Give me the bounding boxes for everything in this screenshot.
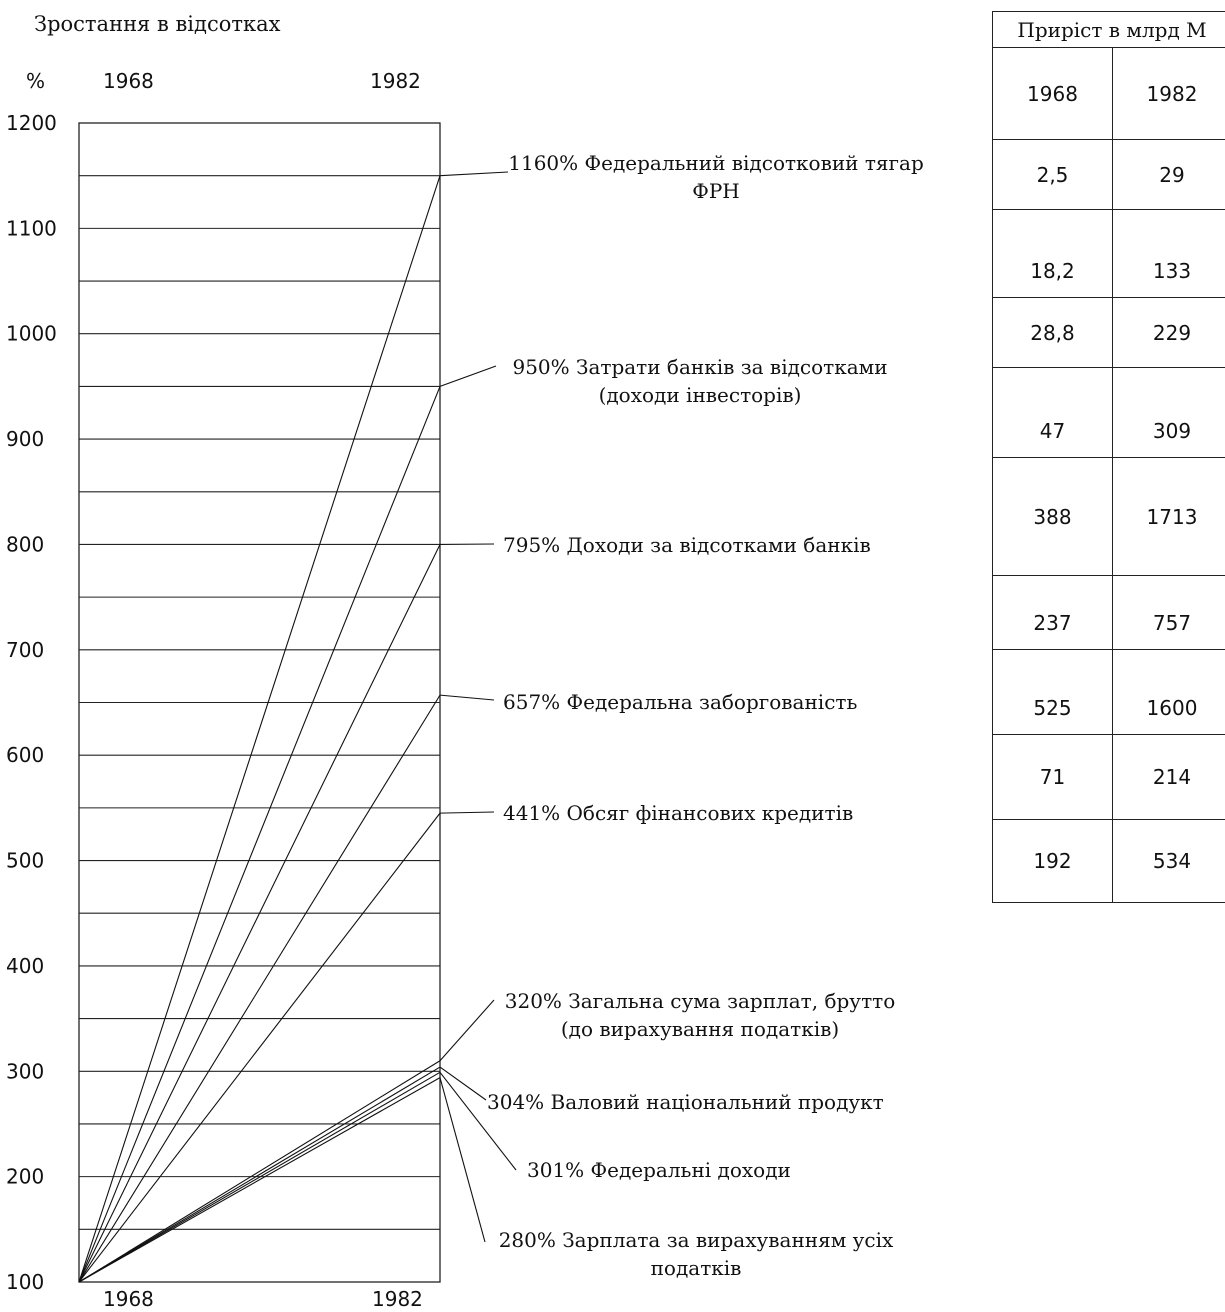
table-cell: 29 — [1112, 139, 1225, 210]
series-label: 301% Федеральні доходи — [527, 1158, 791, 1182]
series-label: 304% Валовий національний продукт — [487, 1090, 884, 1114]
series-line — [78, 1060, 441, 1283]
table-cell: 1713 — [1112, 457, 1225, 576]
growth-table: Приріст в млрд М 1968 1982 2,5 29 18,2 1… — [992, 11, 1225, 903]
table-cell: 192 — [992, 819, 1113, 903]
table-cell: 388 — [992, 457, 1113, 576]
table-cell: 28,8 — [992, 297, 1113, 368]
series-label: 657% Федеральна заборгованість — [503, 690, 857, 714]
callout-leader — [439, 999, 495, 1062]
y-tick-label: 1000 — [6, 322, 57, 346]
series-label: ФРН — [692, 179, 740, 203]
table-cell: 47 — [992, 367, 1113, 458]
table-cell: 133 — [1112, 209, 1225, 298]
callout-leader — [439, 365, 497, 387]
y-tick-label: 800 — [6, 532, 44, 556]
table-cell: 525 — [992, 649, 1113, 735]
growth-chart: 1200 1100 1000 900 800 700 600 500 400 300 200 100%… — [6, 69, 924, 1311]
table-cell: 214 — [1112, 734, 1225, 820]
series-label: 280% Зарплата за вирахуванням усіх — [499, 1228, 894, 1252]
x-bottom-label-1982: 1982 — [372, 1287, 423, 1311]
y-tick-label: 300 — [6, 1059, 44, 1083]
table-cell: 2,5 — [992, 139, 1113, 210]
y-tick-label: 600 — [6, 743, 44, 767]
y-tick-label: 500 — [6, 849, 44, 873]
callout-leader — [439, 811, 495, 814]
series-label: (до вирахування податків) — [561, 1017, 839, 1041]
series-line — [78, 386, 441, 1283]
series-line — [78, 1077, 441, 1283]
chart-title: Зростання в відсотках — [34, 12, 281, 36]
x-top-label-1982: 1982 — [370, 69, 421, 93]
series-label: 441% Обсяг фінансових кредитів — [503, 801, 853, 825]
y-tick-label: 200 — [6, 1165, 44, 1189]
y-tick-label: 100 — [6, 1270, 44, 1294]
series-label: податків — [651, 1256, 742, 1280]
y-tick-label: 1100 — [6, 216, 57, 240]
callout-leader — [439, 171, 509, 177]
table-cell: 18,2 — [992, 209, 1113, 298]
series-line — [78, 1071, 441, 1283]
series-line — [78, 1066, 441, 1283]
table-cell: 229 — [1112, 297, 1225, 368]
series-label: 950% Затрати банків за відсотками — [512, 355, 887, 379]
table-cell: 534 — [1112, 819, 1225, 903]
series-line — [78, 544, 441, 1283]
callout-leader — [439, 1066, 487, 1101]
y-unit-label: % — [26, 69, 45, 93]
table-caption: Приріст в млрд М — [992, 11, 1225, 48]
series-line — [78, 175, 441, 1283]
y-tick-label: 400 — [6, 954, 44, 978]
series-line — [78, 694, 441, 1283]
callout-leader — [439, 1077, 486, 1243]
series-label: 1160% Федеральний відсотковий тягар — [508, 151, 924, 175]
table-cell: 1600 — [1112, 649, 1225, 735]
table-header-1982: 1982 — [1112, 47, 1225, 140]
callout-leader — [439, 1071, 517, 1171]
series-line — [78, 812, 441, 1283]
table-cell: 71 — [992, 734, 1113, 820]
series-label: (доходи інвесторів) — [599, 383, 802, 407]
y-tick-label: 1200 — [6, 111, 57, 135]
series-label: 320% Загальна сума зарплат, брутто — [505, 989, 896, 1013]
x-top-label-1968: 1968 — [103, 69, 154, 93]
callout-leader — [439, 694, 495, 701]
y-tick-label: 900 — [6, 427, 44, 451]
y-tick-label: 700 — [6, 638, 44, 662]
table-header-1968: 1968 — [992, 47, 1113, 140]
plot-frame — [78, 122, 441, 1283]
table-cell: 237 — [992, 575, 1113, 650]
x-bottom-label-1968: 1968 — [103, 1287, 154, 1311]
series-label: 795% Доходи за відсотками банків — [503, 533, 871, 557]
table-cell: 757 — [1112, 575, 1225, 650]
table-cell: 309 — [1112, 367, 1225, 458]
